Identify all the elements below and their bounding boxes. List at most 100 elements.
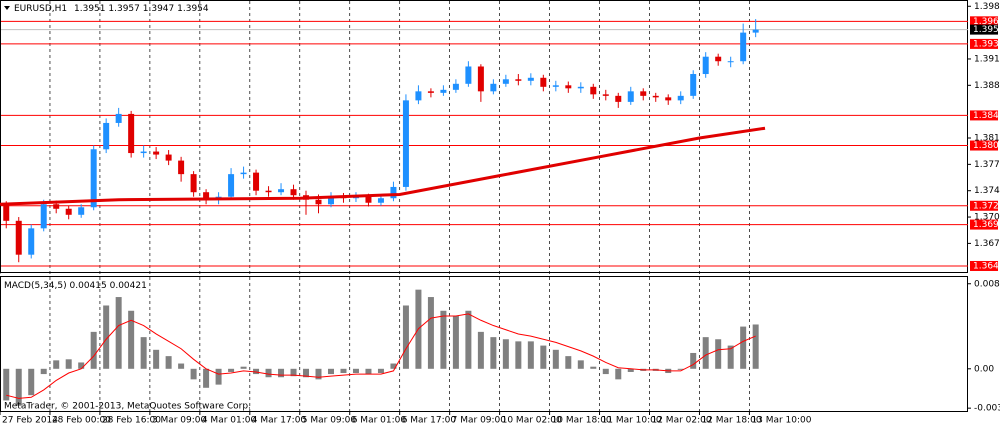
macd-bar	[15, 368, 22, 406]
candle-body	[327, 196, 334, 205]
candle-body	[402, 100, 409, 187]
candle-body	[140, 151, 147, 154]
low: 1.3947	[143, 4, 175, 14]
candle-body	[540, 77, 547, 87]
candle-body	[115, 113, 122, 123]
macd-bar	[427, 297, 434, 369]
y-tick-label: -0.00373	[974, 404, 1000, 414]
candle-body	[315, 199, 322, 205]
level-label-box	[970, 260, 998, 271]
y-tick-label: 1.3880	[974, 81, 1000, 91]
x-tick-label: 4 Mar 01:00	[202, 416, 257, 426]
y-tick-label: 1.3740	[974, 186, 1000, 196]
macd-bar	[690, 352, 697, 369]
candle-body	[440, 89, 447, 93]
macd-bar	[215, 368, 222, 385]
macd-bar	[390, 363, 397, 369]
candle-body	[78, 207, 85, 215]
candle-body	[490, 83, 497, 92]
signal-value: 0.00421	[110, 281, 147, 291]
macd-bar	[53, 360, 60, 369]
macd-bar	[615, 368, 622, 380]
macd-pane	[0, 276, 968, 412]
macd-bar	[577, 360, 584, 369]
level-label-box	[970, 16, 998, 27]
candle-body	[253, 172, 260, 191]
x-tick-label: 4 Mar 17:00	[252, 416, 307, 426]
macd-header: MACD(5,34,5) 0.00415 0.00421	[4, 281, 147, 291]
macd-bar	[552, 349, 559, 369]
macd-title: MACD(5,34,5)	[4, 281, 67, 291]
level-label-box	[970, 219, 998, 230]
candle-body	[552, 85, 559, 87]
macd-bar	[527, 341, 534, 369]
macd-bar	[240, 366, 247, 369]
level-label: 1.3800	[973, 141, 1000, 151]
close: 1.3954	[177, 4, 209, 14]
copyright: MetaTrader, © 2001-2013, MetaQuotes Soft…	[4, 402, 251, 412]
candle-body	[40, 204, 47, 229]
macd-bar	[352, 368, 359, 374]
macd-bar	[65, 359, 72, 369]
y-tick-label: 1.3985	[974, 2, 1000, 12]
level-label: 1.3640	[973, 261, 1000, 271]
y-tick-label: 1.3670	[974, 239, 1000, 249]
macd-bar	[315, 368, 322, 380]
macd-bar	[78, 362, 85, 369]
macd-bar	[377, 368, 384, 374]
candle-body	[477, 66, 484, 92]
candle-body	[627, 91, 634, 102]
candle-body	[128, 113, 135, 154]
macd-bar	[602, 368, 609, 375]
menu-arrow	[4, 6, 10, 10]
candle-body	[665, 97, 672, 101]
macd-bar	[740, 326, 747, 369]
candle-body	[640, 91, 647, 96]
main-pane	[0, 0, 968, 273]
x-tick-label: 6 Mar 17:00	[402, 416, 457, 426]
y-tick-label: 1.3705	[974, 213, 1000, 223]
x-tick-label: 12 Mar 02:00	[651, 416, 711, 426]
macd-bar	[90, 331, 97, 369]
candle-body	[228, 174, 235, 197]
macd-bar	[452, 316, 459, 369]
level-label-box	[970, 140, 998, 151]
macd-bar	[677, 368, 684, 370]
macd-bar	[490, 337, 497, 369]
macd-bar	[340, 368, 347, 374]
last-price-box	[970, 24, 998, 35]
x-tick-label: 10 Mar 18:00	[552, 416, 612, 426]
candle-body	[652, 95, 659, 98]
candle-body	[3, 204, 10, 221]
candle-body	[577, 86, 584, 89]
candle-body	[602, 94, 609, 96]
candle-body	[752, 29, 759, 33]
x-tick-label: 3 Mar 09:00	[152, 416, 207, 426]
level-label-box	[970, 200, 998, 211]
macd-bar	[228, 368, 235, 372]
y-tick-label: 0.00	[974, 364, 994, 374]
candle-body	[365, 196, 372, 203]
macd-bar	[28, 368, 35, 396]
macd-bar	[515, 341, 522, 369]
candle-body	[265, 190, 272, 193]
candle-body	[727, 61, 734, 63]
candle-body	[15, 220, 22, 255]
candle-body	[427, 91, 434, 93]
candle-body	[278, 189, 285, 193]
candle-body	[740, 32, 747, 62]
candle-body	[165, 154, 172, 161]
candle-body	[290, 189, 297, 196]
macd-value: 0.00415	[70, 281, 107, 291]
macd-bar	[40, 368, 47, 375]
y-tick-label: 1.3810	[974, 134, 1000, 144]
high: 1.3957	[108, 4, 140, 14]
open: 1.3951	[74, 4, 106, 14]
macd-bar	[327, 368, 334, 375]
macd-bar	[465, 310, 472, 369]
macd-bar	[3, 368, 10, 401]
macd-bar	[502, 339, 509, 369]
macd-bar	[702, 337, 709, 369]
candle-body	[715, 56, 722, 62]
